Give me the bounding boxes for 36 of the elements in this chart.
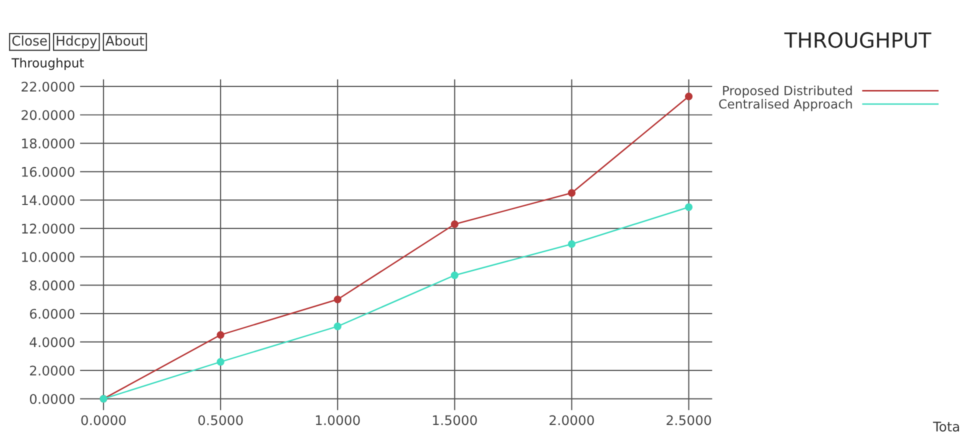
text: THROUGHPUT [784, 32, 932, 48]
point [568, 240, 576, 248]
x-tick-label: 0.5000 [198, 415, 243, 426]
point [450, 271, 458, 280]
y-tick-label: 14.0000 [22, 195, 74, 206]
point [216, 358, 224, 366]
x-tick-label: 2.0000 [550, 415, 594, 426]
y-tick-label: 22.0000 [22, 82, 74, 92]
y-tick-label: 8.0000 [30, 280, 74, 290]
point [334, 296, 342, 304]
y-axis-title: Throughput [12, 58, 84, 70]
y-tick-label: 10.0000 [22, 252, 74, 262]
x-tick-label: 1.5000 [433, 415, 477, 426]
point [568, 189, 576, 197]
y-tick-label: 16.0000 [22, 166, 74, 177]
point [684, 203, 693, 211]
x-tick-label: 2.5000 [666, 415, 711, 426]
y-tick-label: 20.0000 [22, 110, 74, 120]
text: About [106, 36, 144, 46]
y-tick-label: 4.0000 [30, 337, 74, 348]
text: Hdcpy [56, 36, 97, 48]
y-tick-label: 12.0000 [22, 224, 74, 234]
y-tick-label: 18.0000 [22, 138, 74, 148]
text: Proposed Distributed [723, 86, 852, 98]
x-tick-label: 0.0000 [81, 415, 126, 426]
x-tick-label: 1.0000 [316, 415, 360, 426]
text: Tota [932, 422, 959, 432]
y-tick-label: 6.0000 [30, 308, 74, 319]
point [216, 331, 224, 339]
y-tick-label: 2.0000 [30, 366, 74, 376]
point [450, 220, 458, 228]
text: Close [12, 36, 47, 46]
text: Centralised Approach [719, 98, 852, 112]
point [684, 92, 693, 100]
y-tick-label: 0.0000 [30, 394, 74, 404]
point [334, 322, 342, 330]
